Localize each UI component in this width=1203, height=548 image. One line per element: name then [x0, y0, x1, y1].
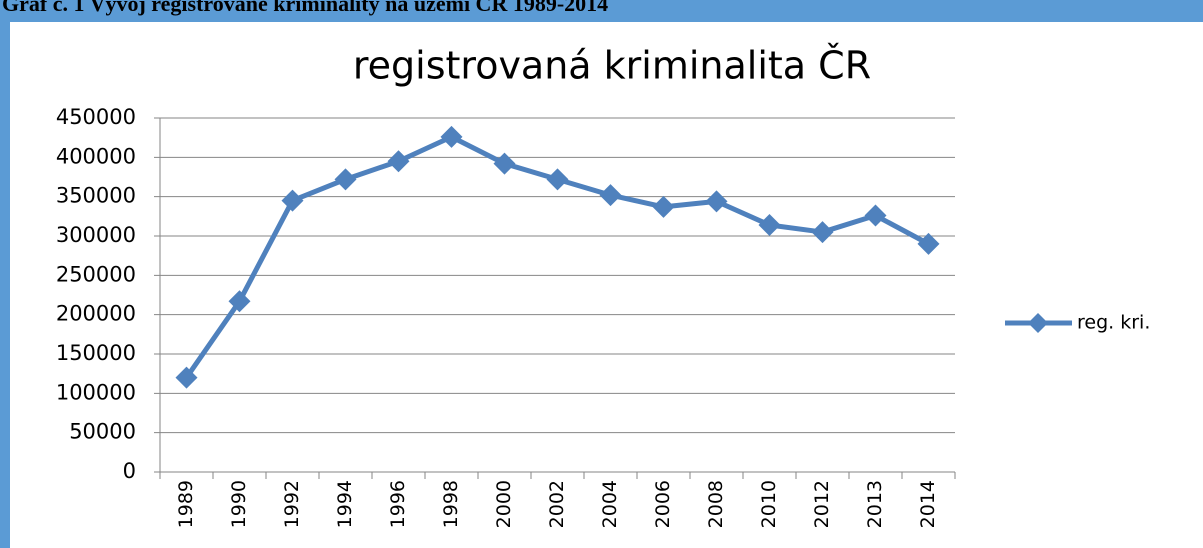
- x-tick-label: 2002: [546, 480, 568, 528]
- marker: [864, 204, 887, 227]
- x-tick-label: 2008: [705, 480, 727, 528]
- marker: [546, 168, 569, 191]
- x-tick-label: 2000: [493, 480, 515, 528]
- marker: [758, 213, 781, 236]
- y-tick-label: 200000: [56, 302, 136, 326]
- marker: [811, 221, 834, 244]
- y-tick-label: 350000: [56, 184, 136, 208]
- marker: [175, 366, 198, 389]
- x-tick-label: 2014: [917, 480, 939, 528]
- chart-title: registrovaná kriminalita ČR: [353, 44, 871, 88]
- y-tick-label: 400000: [56, 144, 136, 168]
- marker: [440, 125, 463, 148]
- x-tick-label: 1989: [175, 480, 197, 528]
- legend-label: reg. kri.: [1077, 312, 1150, 334]
- caption: Graf č. 1 Vývoj registrované kriminality…: [2, 0, 608, 16]
- marker: [652, 195, 675, 218]
- y-tick-label: 150000: [56, 341, 136, 365]
- marker: [917, 232, 940, 255]
- chart-area: [10, 22, 1203, 548]
- marker: [334, 168, 357, 191]
- marker: [493, 152, 516, 175]
- x-tick-label: 2006: [652, 480, 674, 528]
- y-tick-label: 50000: [69, 420, 136, 444]
- y-tick-label: 0: [123, 459, 136, 483]
- y-tick-label: 450000: [56, 105, 136, 129]
- x-tick-label: 2012: [811, 480, 833, 528]
- x-tick-label: 1998: [440, 480, 462, 528]
- x-tick-label: 1994: [334, 480, 356, 528]
- x-tick-label: 2004: [599, 480, 621, 528]
- x-tick-label: 1990: [228, 480, 250, 528]
- x-tick-label: 1996: [387, 480, 409, 528]
- y-tick-label: 300000: [56, 223, 136, 247]
- y-tick-label: 250000: [56, 262, 136, 286]
- marker: [228, 290, 251, 313]
- marker: [705, 190, 728, 213]
- marker: [599, 184, 622, 207]
- marker: [281, 189, 304, 212]
- x-tick-label: 2010: [758, 480, 780, 528]
- marker: [387, 150, 410, 173]
- legend-marker: [1028, 313, 1048, 333]
- x-tick-label: 1992: [281, 480, 303, 528]
- x-tick-label: 2013: [864, 480, 886, 528]
- y-tick-label: 100000: [56, 380, 136, 404]
